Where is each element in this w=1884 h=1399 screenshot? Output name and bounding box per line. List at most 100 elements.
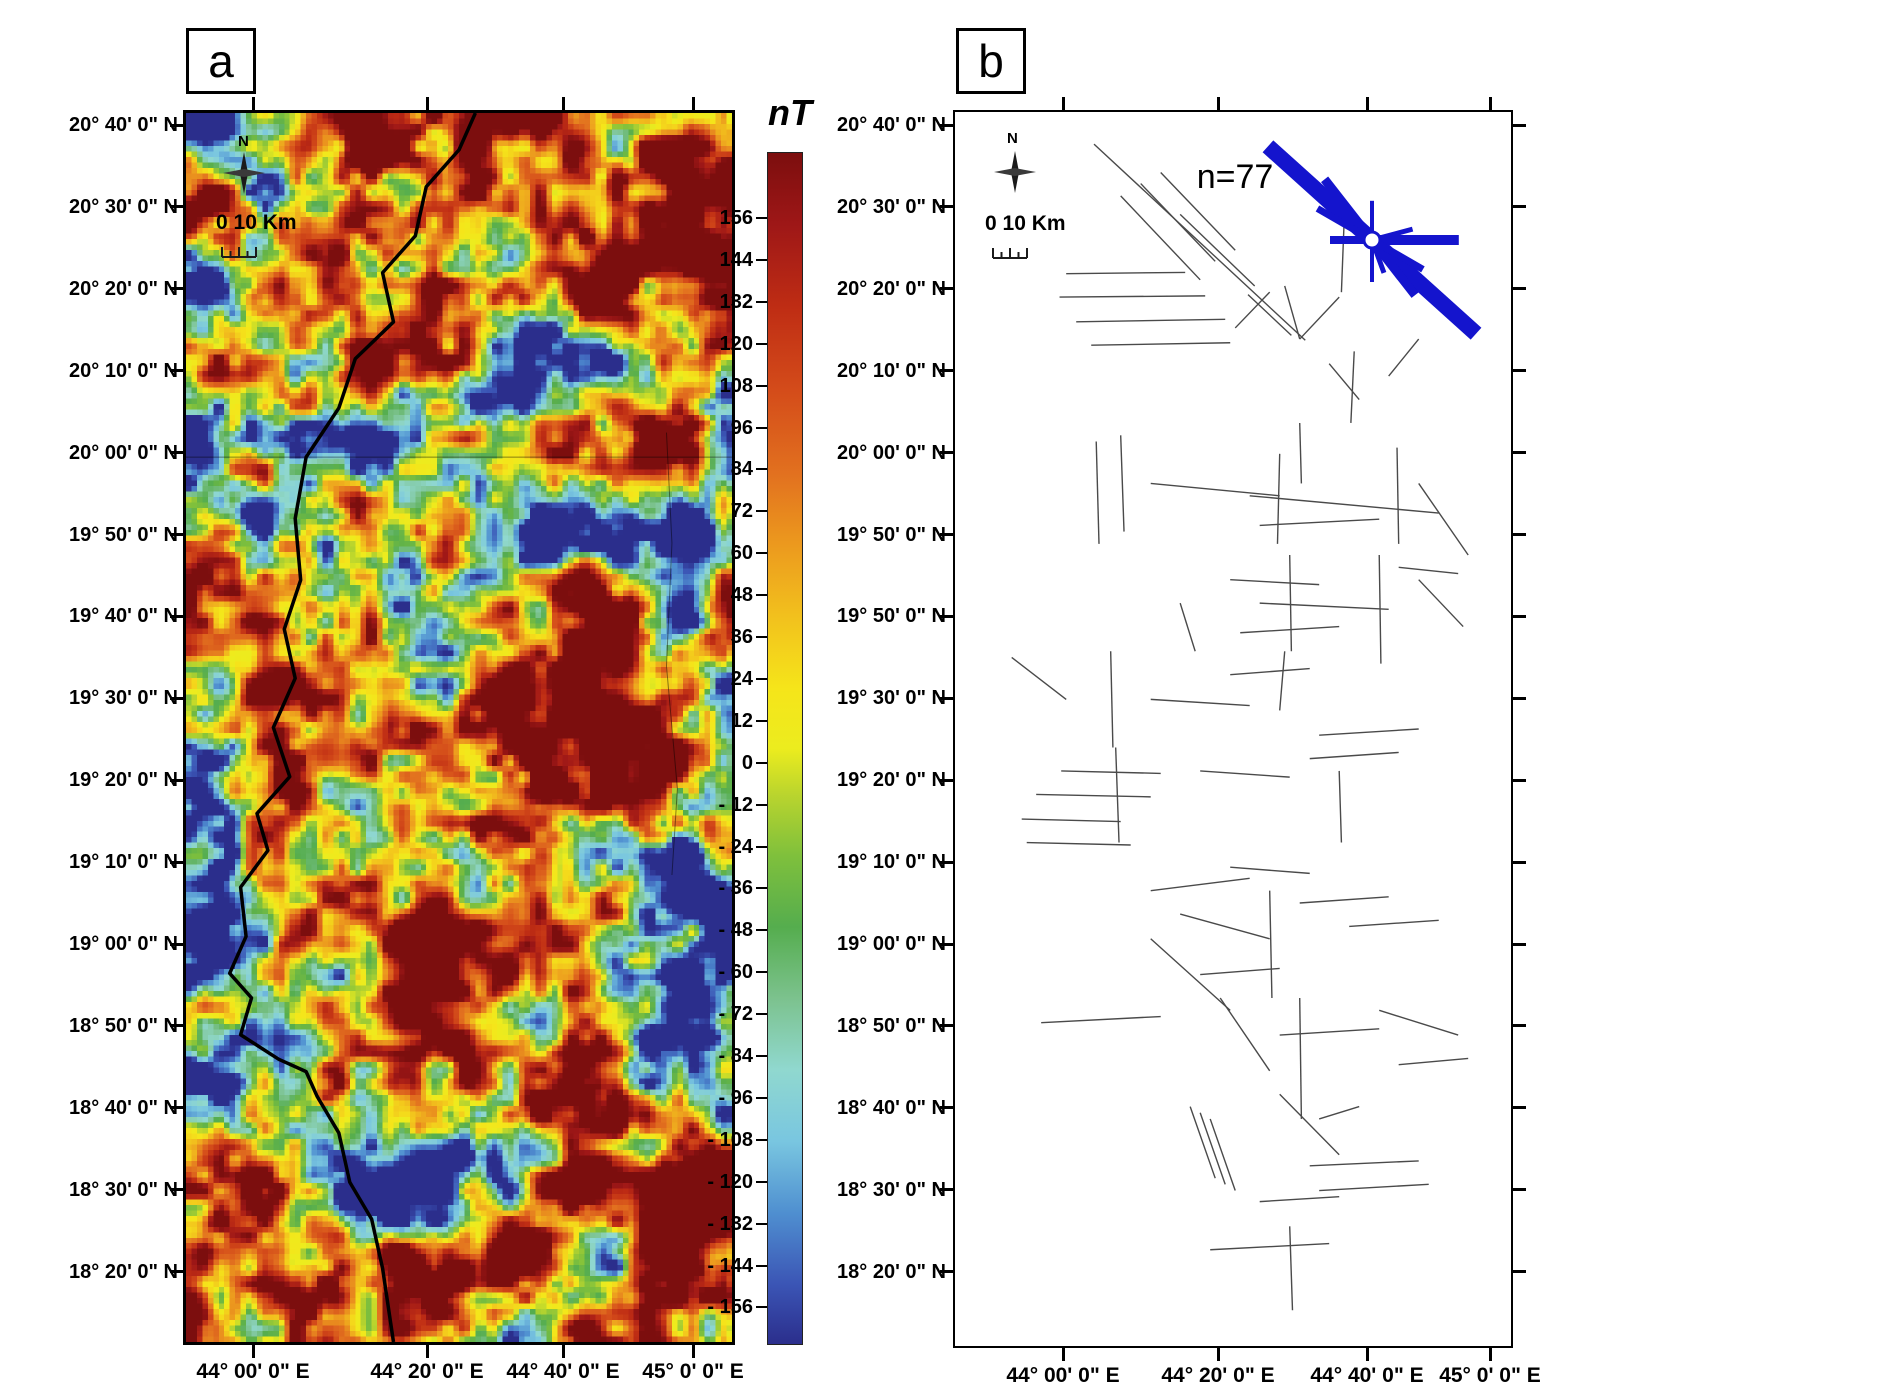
axis-tick [170,696,183,700]
lineament-line [1151,939,1231,1011]
axis-tick [940,369,953,373]
colorbar-tick-label: - 84 [718,1045,753,1067]
axis-tick [561,1345,565,1358]
axis-tick [1513,614,1526,618]
lat-label: 19° 30' 0" N [69,687,178,710]
panel-b-map: N 0 10 Km [953,110,1513,1348]
lineament-count-label: n=77 [1196,158,1274,196]
lineament-line [1379,555,1381,664]
lineament-line [1094,144,1305,340]
colorbar-tick [756,342,767,345]
lineament-line [1091,343,1230,345]
lineament-line [1230,867,1310,873]
colorbar-tick-label: 84 [730,458,753,481]
colorbar-title: nT [768,92,812,133]
axis-tick [170,533,183,536]
lon-label: 44° 00' 0" E [1006,1364,1120,1387]
colorbar-tick [756,887,767,890]
lineament-line [1121,435,1124,531]
lineament-line [1300,297,1339,339]
rose-petal [1321,176,1376,243]
lat-label: 19° 50' 0" N [837,605,946,628]
lineament-line [1277,454,1279,544]
colorbar-tick-label: 12 [730,709,753,732]
panel-b-scalebar-icon [992,248,1028,259]
lineament-line [1180,914,1270,939]
colorbar-tick-label: - 60 [718,961,753,984]
axis-tick [1513,1270,1526,1274]
boundary-line [666,433,677,875]
panel-b-north-arrow-icon [994,151,1036,193]
lineament-line [1200,771,1290,777]
lat-label: 19° 40' 0" N [69,605,178,628]
rose-petal [1370,236,1425,273]
colorbar-gradient [767,152,803,1345]
axis-tick [1488,1348,1492,1361]
lineament-line [1399,1058,1469,1064]
lineament-line [1061,771,1161,773]
colorbar-tick [756,217,767,219]
colorbar-tick-label: - 36 [718,877,753,900]
lat-label: 19° 00' 0" N [69,933,178,955]
lat-label: 18° 50' 0" N [837,1014,946,1037]
lat-label: 19° 50' 0" N [69,523,178,546]
colorbar-tick [756,677,767,680]
axis-tick [425,97,429,110]
lineament-line [1248,295,1291,336]
lon-label: 44° 00' 0" E [196,1360,310,1383]
axis-tick [940,1024,953,1028]
colorbar-tick [756,1013,767,1016]
axis-tick [1513,369,1526,373]
lat-label: 20° 40' 0" N [837,114,946,136]
colorbar-tick-label: - 132 [707,1212,753,1235]
lon-label: 44° 40' 0" E [506,1360,620,1383]
axis-tick [1365,97,1369,110]
lineament-line [1300,423,1302,483]
colorbar-tick-label: 72 [730,500,753,523]
lineament-line [1285,286,1300,339]
panel-b-north-label: N [1007,130,1018,147]
axis-tick [1513,451,1526,455]
axis-tick [940,287,953,291]
panel-b-label: b [956,28,1026,94]
rose-petal [1315,205,1374,244]
lineament-line [1200,968,1280,974]
lineament-line [1111,651,1113,747]
lineament-line [1379,1010,1458,1035]
rose-center [1362,230,1382,250]
lon-label: 45° 0' 0" E [1439,1364,1541,1387]
lineament-line [1036,794,1151,796]
lineament-line [1076,319,1225,321]
lineament-line [1240,627,1339,633]
colorbar-tick-label: 36 [730,626,753,648]
lineament-line [1012,657,1066,699]
lineament-line [1329,364,1359,400]
panel-b-scale-label: 0 10 Km [985,212,1066,235]
lineament-line [1260,603,1389,609]
axis-tick [1513,205,1526,209]
colorbar-tick [756,636,767,638]
lineament-line [1319,1184,1429,1190]
lineament-line [1151,699,1250,705]
colorbar-tick [756,1180,767,1183]
colorbar-tick-label: 48 [730,584,753,607]
magnetic-anomaly-map-canvas [186,113,732,1342]
axis-tick [1061,1348,1065,1361]
lineament-line [1280,1094,1339,1154]
colorbar-tick [756,552,767,555]
lineament-line [1419,580,1463,627]
lat-label: 20° 20' 0" N [837,277,946,300]
colorbar-tick [756,803,767,806]
axis-tick [170,860,183,864]
colorbar-tick-label: 120 [719,332,753,355]
axis-tick [940,205,953,209]
colorbar-tick-label: 96 [730,416,753,439]
rose-petal [1368,237,1419,298]
lineament-line [1250,496,1439,513]
axis-tick [1513,123,1526,127]
lineament-line [1349,920,1439,926]
boundary-lines-svg [186,113,732,1342]
colorbar-tick-label: 156 [719,207,753,229]
lat-label: 18° 20' 0" N [837,1260,946,1283]
lat-label: 20° 00' 0" N [69,441,178,464]
